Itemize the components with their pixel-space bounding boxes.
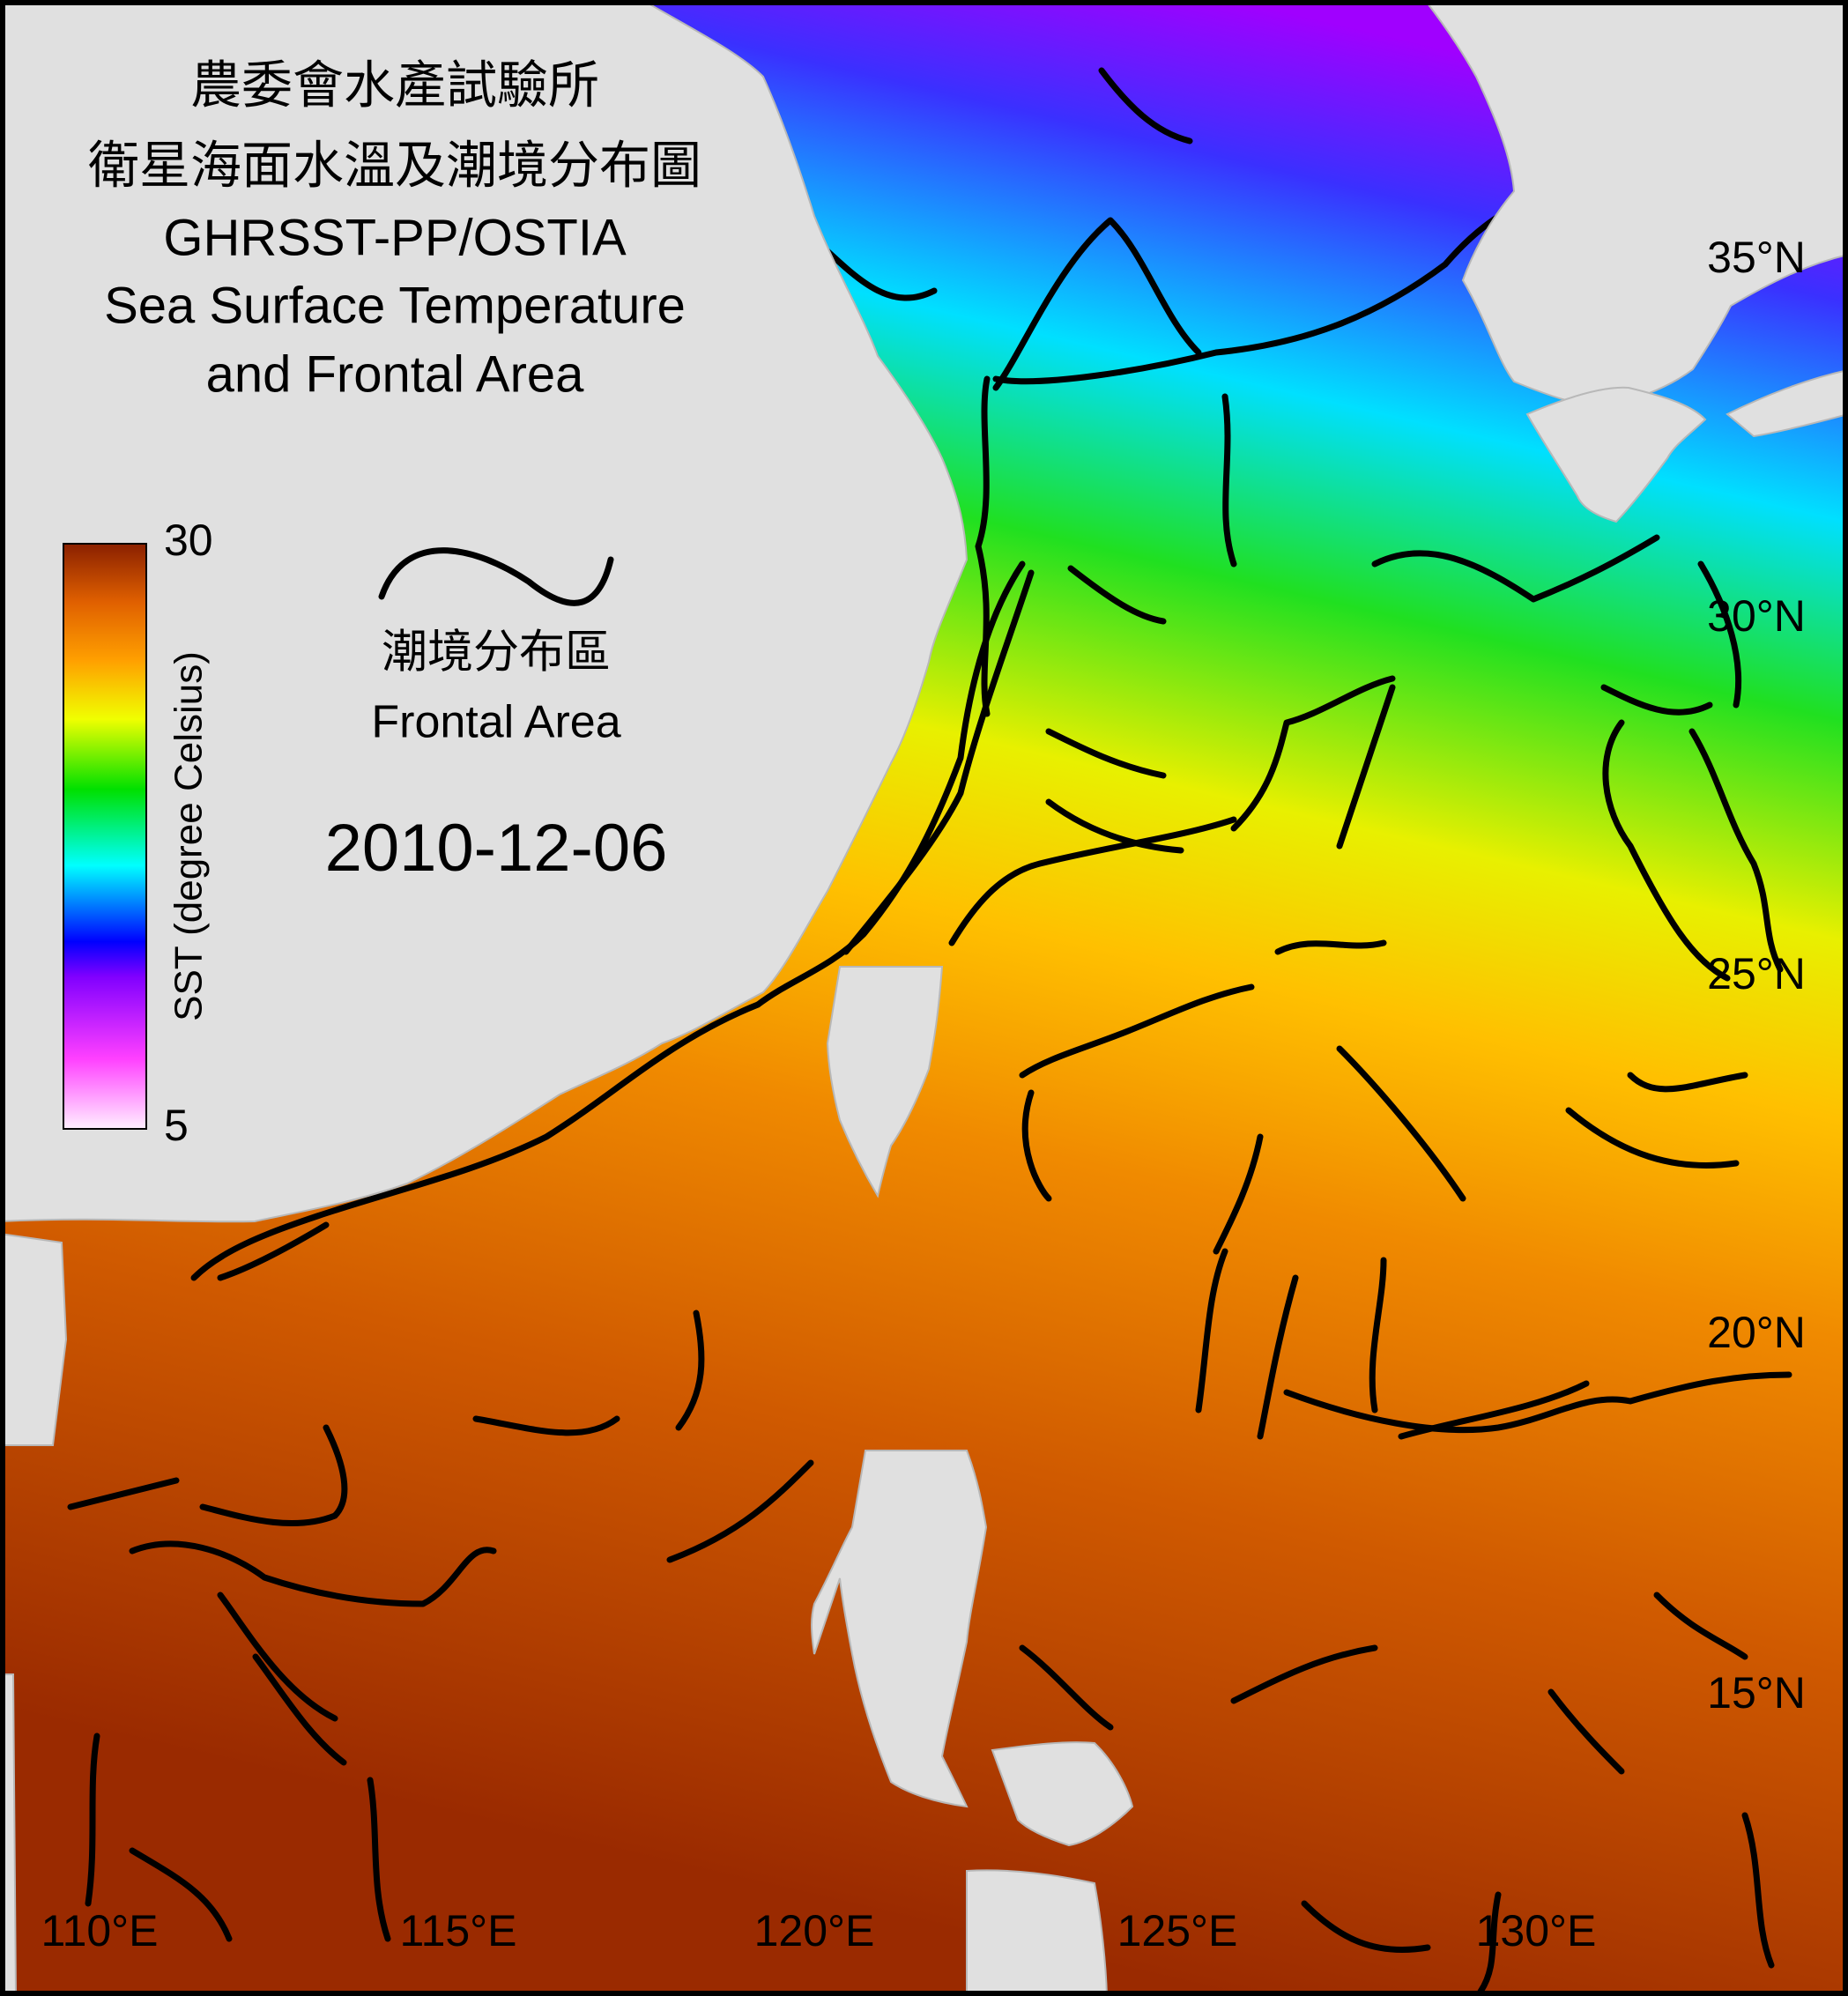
graticule-labels: 35°N 30°N 25°N 20°N 15°N 110°E 115°E 120°E 125°E… bbox=[41, 233, 1805, 1955]
latitude-label: 25°N bbox=[1707, 949, 1806, 998]
korea bbox=[1423, 0, 1848, 409]
latitude-label: 30°N bbox=[1707, 591, 1806, 641]
mindanao bbox=[966, 1869, 1109, 1996]
frontal-legend: 潮境分布區 Frontal Area bbox=[371, 547, 621, 748]
title-line: and Frontal Area bbox=[206, 345, 585, 403]
longitude-label: 125°E bbox=[1117, 1906, 1238, 1955]
longitude-label: 110°E bbox=[41, 1906, 158, 1955]
frontal-lines bbox=[67, 49, 1810, 1995]
date: 2010-12-06 bbox=[325, 811, 668, 886]
leizhou-hainan bbox=[0, 1232, 68, 1446]
title-line: 衛星海面水溫及潮境分布圖 bbox=[88, 137, 701, 194]
title-line: GHRSST-PP/OSTIA bbox=[163, 209, 627, 266]
latitude-label: 35°N bbox=[1707, 233, 1806, 282]
longitude-label: 115°E bbox=[399, 1906, 516, 1955]
visayas bbox=[991, 1741, 1134, 1847]
colorbar-tick-label: 30 bbox=[164, 516, 213, 565]
legend-curve bbox=[378, 547, 614, 606]
title-line: Sea Surface Temperature bbox=[104, 277, 686, 334]
latitude-label: 15°N bbox=[1707, 1668, 1806, 1718]
legend-label-zh: 潮境分布區 bbox=[382, 627, 611, 679]
colorbar: 5 30 SST (degree Celsius) bbox=[63, 516, 213, 1150]
title-line: 農委會水產試驗所 bbox=[190, 56, 599, 114]
latitude-label: 20°N bbox=[1707, 1308, 1806, 1357]
colorbar-label: SST (degree Celsius) bbox=[167, 651, 211, 1021]
colorbar-tick-label: 5 bbox=[164, 1101, 189, 1150]
legend-label-en: Frontal Area bbox=[371, 697, 620, 748]
japan bbox=[1726, 368, 1848, 438]
colorbar-scale bbox=[63, 543, 147, 1130]
asia-mainland bbox=[0, 0, 969, 1223]
taiwan bbox=[826, 966, 944, 1198]
kyushu bbox=[1525, 386, 1707, 523]
longitude-label: 120°E bbox=[754, 1906, 875, 1955]
luzon bbox=[811, 1450, 988, 1808]
longitude-label: 130°E bbox=[1476, 1906, 1597, 1955]
